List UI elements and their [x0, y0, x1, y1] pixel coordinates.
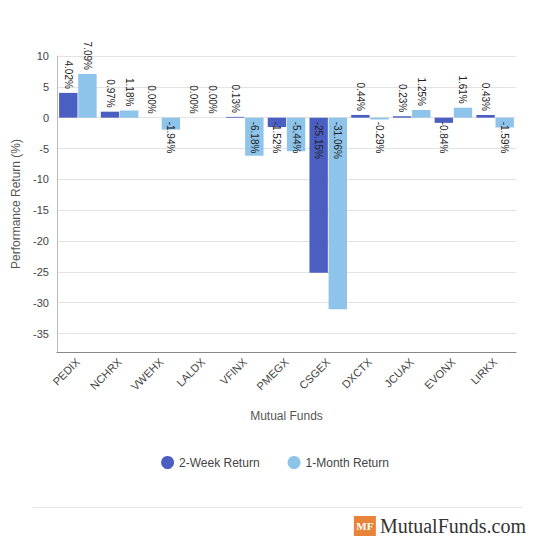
svg-text:-5.44%: -5.44%	[291, 122, 302, 154]
svg-text:EVONX: EVONX	[422, 355, 458, 391]
svg-text:-1.94%: -1.94%	[165, 122, 176, 154]
svg-text:LIRKX: LIRKX	[468, 355, 499, 386]
svg-text:0.23%: 0.23%	[397, 84, 408, 112]
svg-text:-31.06%: -31.06%	[332, 122, 343, 159]
svg-text:MutualFunds.com: MutualFunds.com	[380, 515, 527, 537]
svg-text:0.44%: 0.44%	[355, 83, 366, 111]
svg-text:NCHRX: NCHRX	[88, 355, 125, 392]
svg-text:-1.59%: -1.59%	[499, 122, 510, 154]
svg-text:1.18%: 1.18%	[124, 78, 135, 106]
svg-text:VFINX: VFINX	[218, 355, 250, 387]
svg-text:-30: -30	[33, 297, 49, 309]
svg-text:0.00%: 0.00%	[188, 85, 199, 113]
svg-text:-25.15%: -25.15%	[313, 122, 324, 159]
svg-text:-1.52%: -1.52%	[271, 122, 282, 154]
svg-text:PEDIX: PEDIX	[50, 355, 82, 387]
svg-text:-0.29%: -0.29%	[374, 122, 385, 154]
svg-text:0.00%: 0.00%	[146, 85, 157, 113]
svg-text:MF: MF	[356, 520, 373, 532]
svg-text:-6.18%: -6.18%	[249, 122, 260, 154]
svg-text:JCUAX: JCUAX	[382, 355, 416, 389]
svg-text:1-Month Return: 1-Month Return	[306, 456, 389, 470]
svg-text:-25: -25	[33, 266, 49, 278]
svg-text:-20: -20	[33, 235, 49, 247]
svg-text:Performance Return (%): Performance Return (%)	[9, 139, 23, 269]
svg-text:-15: -15	[33, 204, 49, 216]
svg-text:-5: -5	[39, 143, 49, 155]
svg-text:CSGEX: CSGEX	[297, 355, 333, 391]
svg-text:-10: -10	[33, 173, 49, 185]
svg-text:0.97%: 0.97%	[105, 79, 116, 107]
svg-text:4.02%: 4.02%	[63, 61, 74, 89]
svg-text:Mutual Funds: Mutual Funds	[250, 409, 323, 423]
svg-text:0.43%: 0.43%	[480, 83, 491, 111]
svg-text:0.00%: 0.00%	[207, 85, 218, 113]
svg-text:PMEGX: PMEGX	[254, 355, 291, 392]
svg-text:2-Week Return: 2-Week Return	[179, 456, 259, 470]
svg-text:-0.84%: -0.84%	[438, 122, 449, 154]
svg-text:DXCTX: DXCTX	[339, 355, 374, 390]
svg-text:VWEHX: VWEHX	[129, 355, 166, 392]
svg-text:1.25%: 1.25%	[416, 78, 427, 106]
svg-text:10: 10	[37, 50, 49, 62]
svg-text:5: 5	[43, 81, 49, 93]
svg-text:0.13%: 0.13%	[230, 85, 241, 113]
svg-text:1.61%: 1.61%	[457, 75, 468, 103]
svg-text:-35: -35	[33, 328, 49, 340]
svg-text:7.09%: 7.09%	[82, 42, 93, 70]
svg-text:0: 0	[43, 112, 49, 124]
svg-text:LALDX: LALDX	[174, 355, 208, 389]
